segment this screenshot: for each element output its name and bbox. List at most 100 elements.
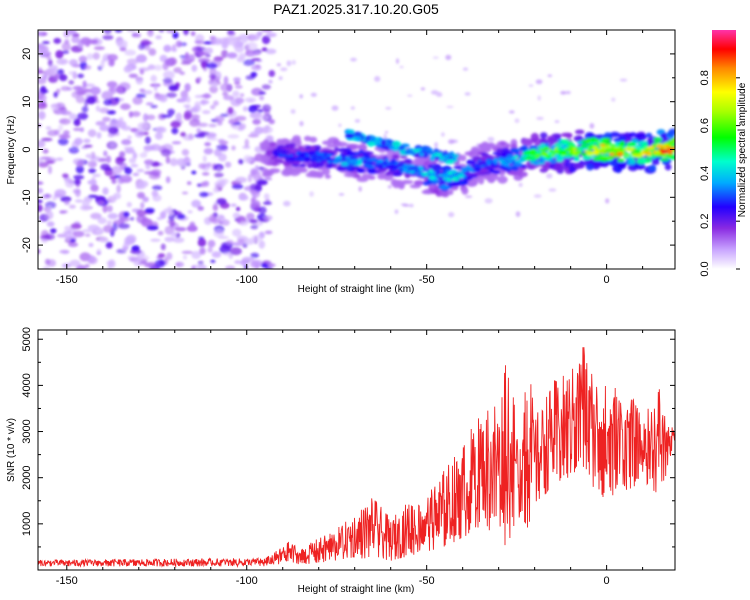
heatmap-cell — [535, 152, 542, 155]
heatmap-cell — [58, 134, 71, 139]
heatmap-cell — [254, 164, 259, 172]
heatmap-cell — [55, 50, 64, 59]
heatmap-cell — [99, 124, 110, 132]
heatmap-cell — [217, 138, 225, 143]
heatmap-cell — [406, 151, 415, 155]
heatmap-cell — [93, 46, 105, 51]
heatmap-cell — [536, 116, 544, 120]
heatmap-cell — [383, 146, 389, 150]
heatmap-cell — [73, 118, 81, 126]
heatmap-cell — [118, 223, 130, 229]
heatmap-cell — [232, 90, 240, 98]
heatmap-cell — [87, 129, 97, 138]
heatmap-cell — [118, 117, 124, 121]
heatmap-cell — [56, 88, 61, 94]
heatmap-cell — [260, 263, 269, 268]
heatmap-cell — [238, 159, 244, 165]
heatmap-cell — [132, 96, 143, 105]
heatmap-cell — [102, 116, 111, 122]
heatmap-cell — [50, 228, 57, 234]
x-tick-label: -50 — [419, 575, 435, 587]
heatmap-cell — [511, 166, 519, 172]
heatmap-cell — [47, 59, 53, 67]
heatmap-cell — [83, 144, 93, 148]
heatmap-cell — [165, 30, 177, 34]
heatmap-cell — [73, 179, 81, 186]
heatmap-cell — [199, 191, 209, 198]
heatmap-cell — [116, 184, 121, 193]
heatmap-cell — [235, 206, 241, 212]
heatmap-cell — [194, 94, 203, 99]
snr-panel: -150 -100 -50 0 1000 2000 3000 4000 5000 Height… — [6, 327, 676, 595]
heatmap-cell — [493, 157, 499, 163]
heatmap-cell — [145, 102, 154, 106]
heatmap-cell — [322, 140, 333, 145]
heatmap-cell — [74, 199, 83, 203]
heatmap-cell — [625, 154, 630, 158]
heatmap-cell — [201, 172, 210, 176]
heatmap-cell — [451, 177, 460, 182]
heatmap-cell — [207, 247, 213, 253]
heatmap-cell — [173, 67, 182, 74]
heatmap-cell — [462, 67, 469, 71]
heatmap-cell — [153, 64, 163, 71]
heatmap-cell — [269, 141, 276, 147]
y-tick-label: 4000 — [21, 373, 33, 397]
heatmap-cell — [86, 95, 96, 105]
heatmap-cell — [361, 173, 372, 179]
heatmap-cell — [182, 254, 188, 260]
heatmap-cell — [218, 153, 227, 162]
heatmap-cell — [119, 174, 132, 179]
heatmap-cell — [250, 224, 259, 230]
heatmap-cell — [214, 172, 224, 178]
heatmap-cell — [518, 182, 523, 187]
heatmap-cell — [84, 99, 89, 107]
snr-y-ticks: 1000 2000 3000 4000 5000 — [21, 327, 675, 548]
heatmap-cell — [485, 159, 492, 163]
heatmap-cell — [422, 181, 431, 186]
heatmap-cell — [243, 59, 255, 66]
heatmap-cell — [79, 204, 91, 211]
heatmap-cell — [191, 170, 197, 175]
heatmap-cell — [637, 157, 647, 164]
heatmap-cell — [418, 152, 425, 157]
heatmap-cell — [265, 48, 277, 55]
heatmap-cell — [168, 213, 175, 222]
heatmap-cell — [153, 82, 158, 92]
heatmap-cell — [143, 149, 150, 154]
heatmap-cell — [618, 161, 627, 169]
heatmap-cell — [460, 166, 468, 172]
heatmap-cell — [82, 80, 87, 89]
heatmap-cell — [447, 189, 454, 196]
heatmap-cell — [316, 173, 324, 179]
heatmap-cell — [580, 145, 589, 148]
heatmap-cell — [413, 148, 421, 152]
heatmap-cell — [61, 42, 71, 52]
heatmap-cell — [543, 146, 550, 151]
heatmap-cell — [38, 91, 45, 100]
heatmap-cell — [256, 179, 268, 186]
x-tick-label: 0 — [604, 575, 610, 587]
heatmap-cell — [556, 147, 563, 152]
heatmap-cell — [240, 93, 245, 97]
heatmap-cell — [354, 137, 362, 142]
heatmap-cell — [247, 173, 252, 183]
colorbar-tick-label: 0.0 — [699, 261, 711, 276]
heatmap-cell — [270, 156, 275, 160]
heatmap-cell — [225, 265, 236, 269]
heatmap-cell — [350, 106, 355, 110]
heatmap-cell — [465, 195, 473, 198]
colorbar-tick-label: 0.8 — [699, 70, 711, 85]
heatmap-cell — [280, 150, 288, 155]
heatmap-cell — [235, 176, 248, 183]
heatmap-cell — [138, 67, 150, 72]
heatmap-cell — [132, 152, 138, 160]
heatmap-cell — [88, 242, 94, 248]
heatmap-cell — [167, 108, 175, 116]
heatmap-cell — [160, 243, 166, 251]
heatmap-cell — [175, 40, 182, 48]
heatmap-cell — [172, 237, 185, 243]
heatmap-cell — [66, 30, 77, 35]
heatmap-cell — [38, 249, 41, 254]
heatmap-cell — [38, 70, 46, 74]
